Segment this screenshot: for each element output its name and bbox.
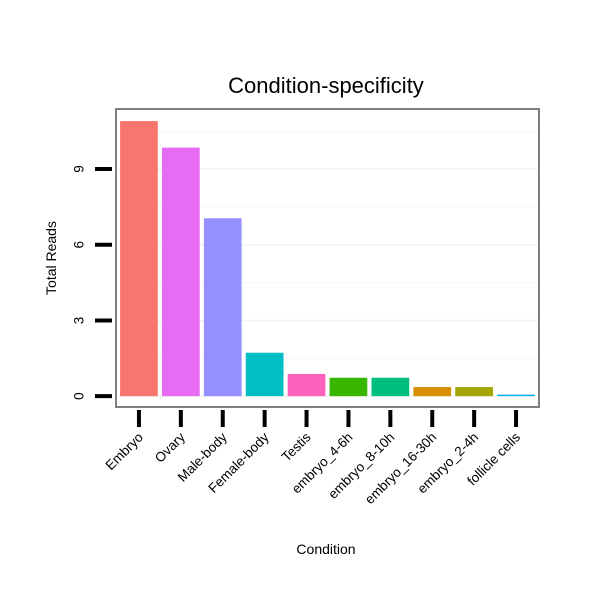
bar-1 — [161, 147, 200, 397]
bar-2 — [203, 218, 242, 397]
bar-0 — [120, 121, 158, 397]
bar-6 — [371, 377, 410, 397]
bar-9 — [497, 394, 535, 397]
y-tick-label: 9 — [72, 165, 87, 173]
chart-title: Condition-specificity — [228, 73, 424, 98]
x-tick-label: Embryo — [103, 430, 146, 473]
bar-4 — [287, 373, 326, 397]
y-axis-title: Total Reads — [43, 221, 59, 295]
bar-5 — [329, 377, 368, 397]
bar-7 — [413, 387, 452, 397]
x-tick-label: embryo_16-30h — [362, 430, 439, 507]
bar-8 — [455, 387, 494, 397]
x-tick-label: Ovary — [152, 429, 188, 465]
y-axis: 0 3 6 9 — [72, 165, 112, 400]
bar-3 — [245, 352, 284, 397]
bars — [120, 121, 535, 397]
x-axis-title: Condition — [296, 541, 355, 557]
y-tick-label: 3 — [72, 317, 87, 325]
y-tick-label: 6 — [72, 241, 87, 249]
x-tick-label: Testis — [279, 429, 314, 464]
y-tick-label: 0 — [72, 392, 87, 400]
